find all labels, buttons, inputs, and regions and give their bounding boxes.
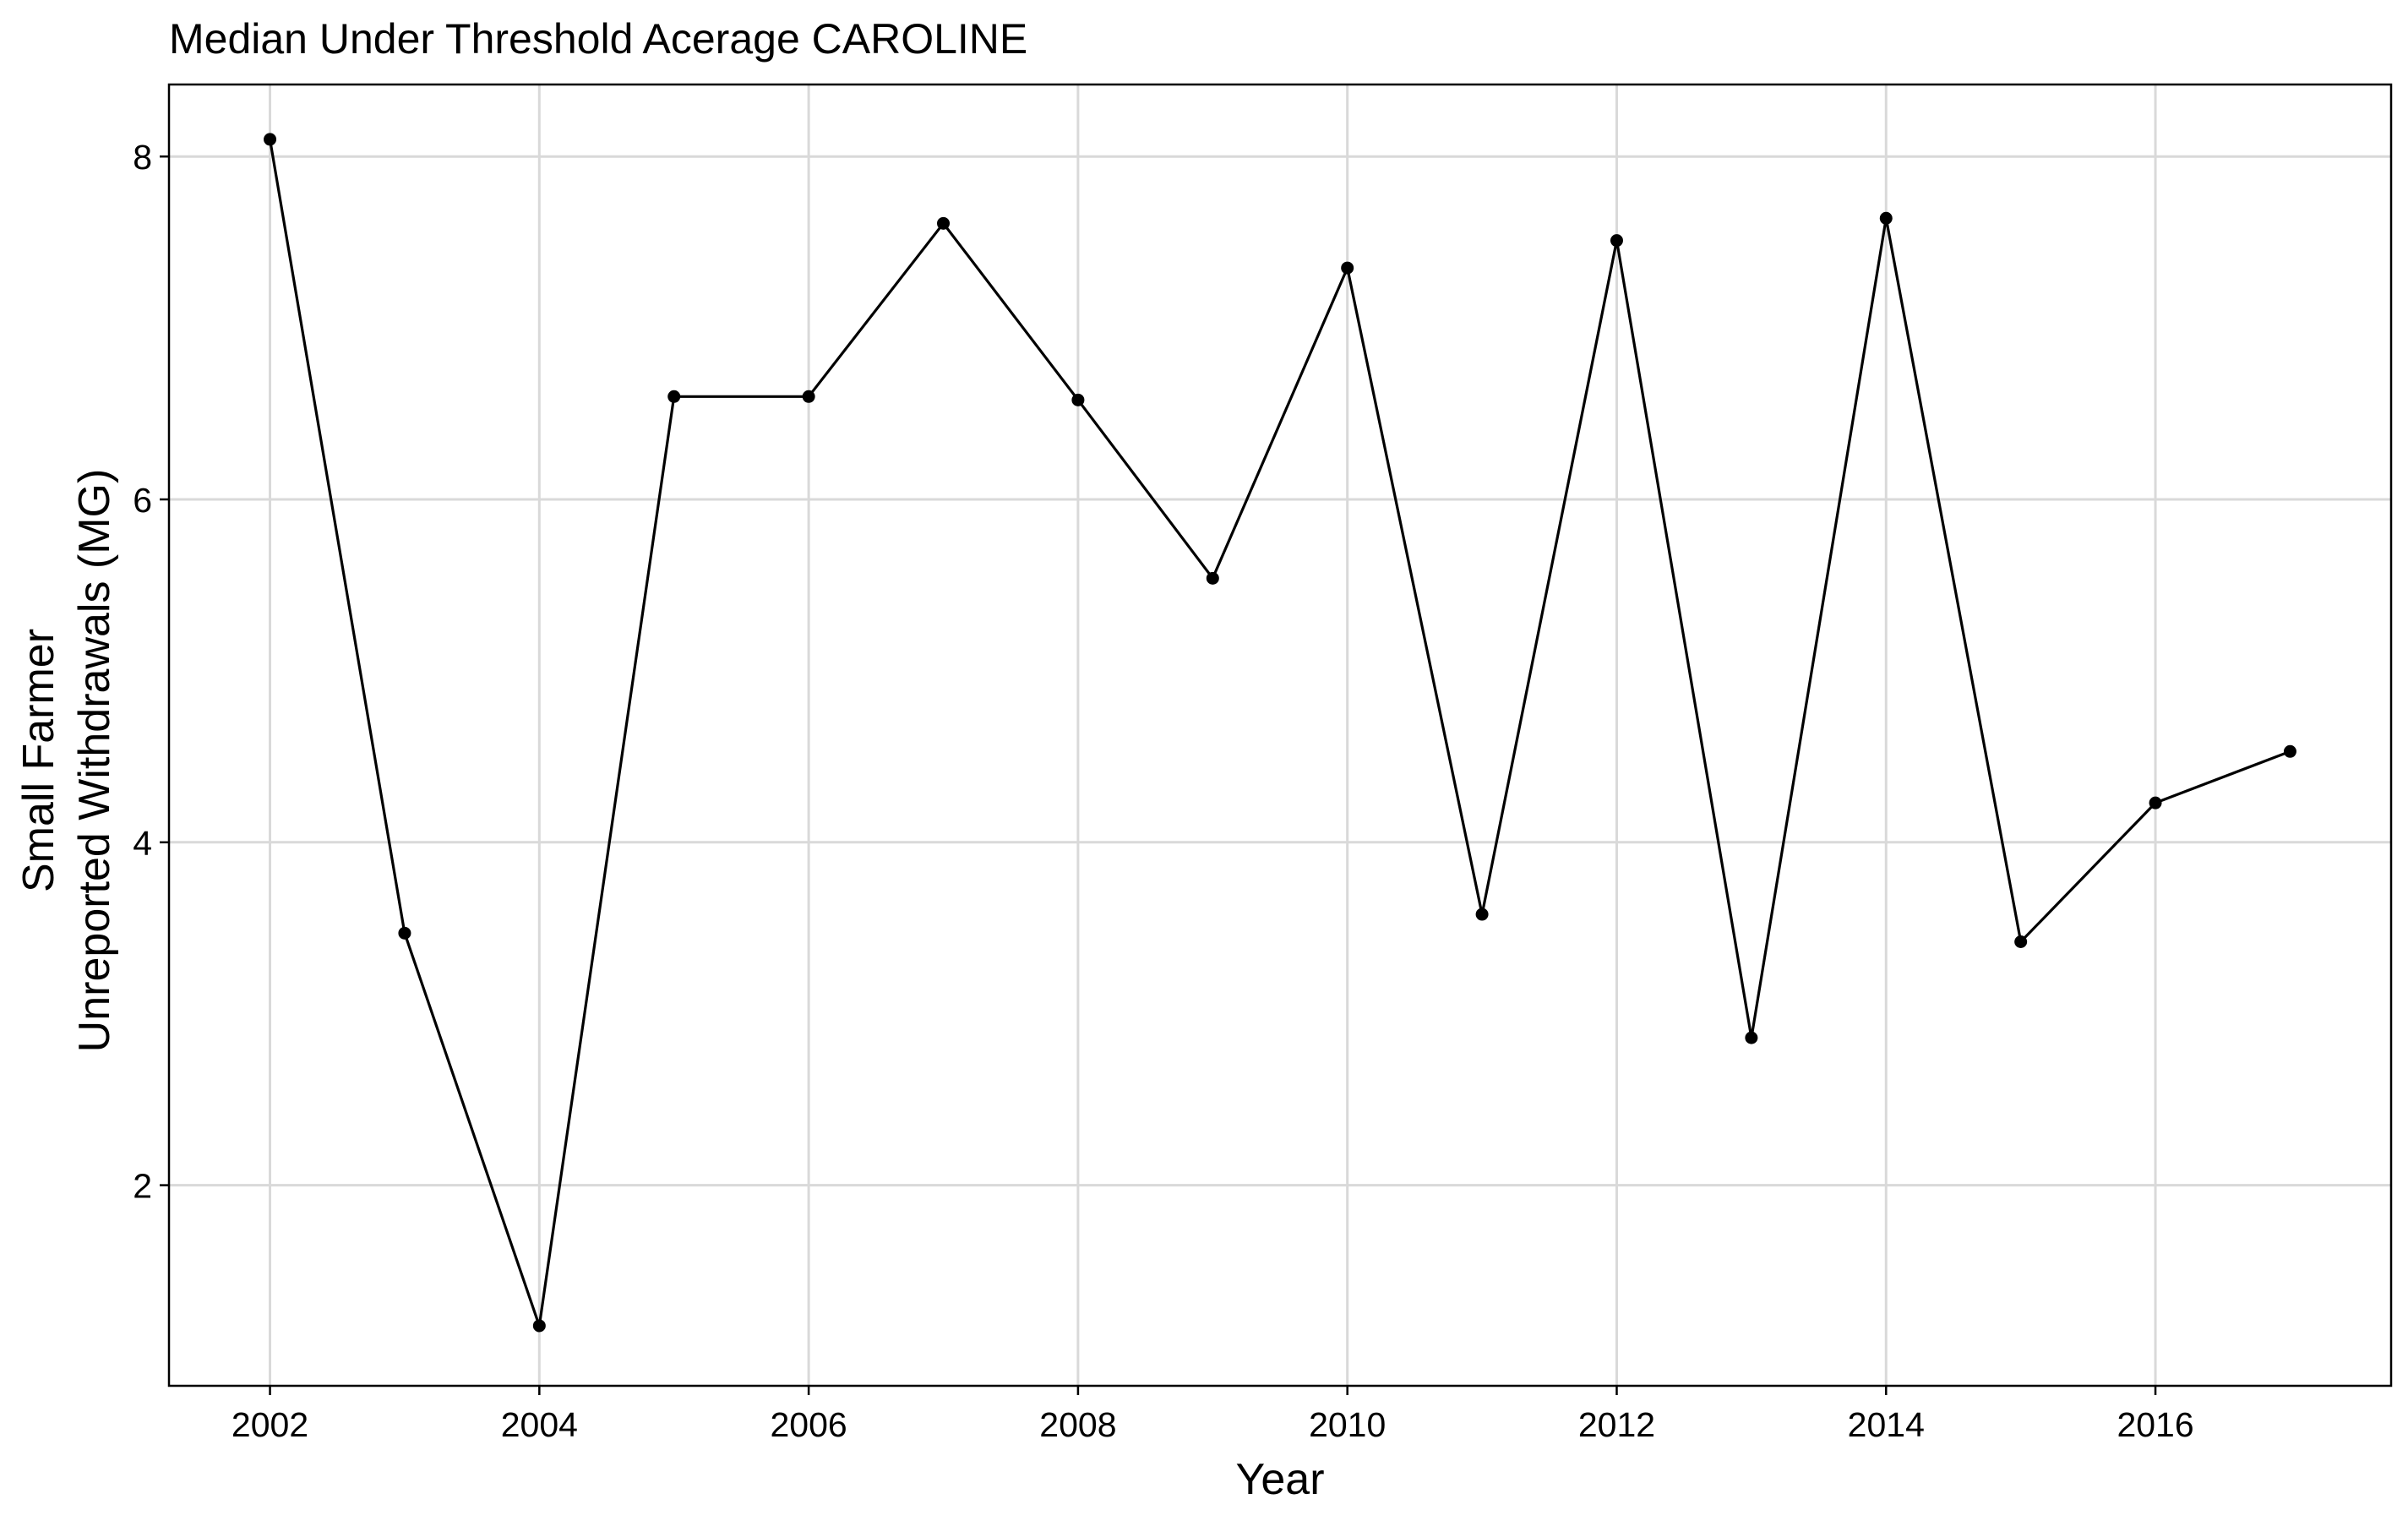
y-tick-label: 6 [133,481,152,520]
x-gridlines [269,84,2157,1386]
data-point [2283,744,2296,758]
y-tick-label: 8 [133,138,152,177]
plot-panel [169,84,2391,1386]
data-point [2149,796,2162,810]
x-tick-label: 2006 [771,1405,847,1444]
data-point [802,390,815,403]
y-tick-label: 2 [133,1167,152,1206]
x-tick-label: 2002 [232,1405,308,1444]
x-axis-title: Year [1235,1455,1324,1504]
x-tick-label: 2016 [2117,1405,2193,1444]
data-point [1610,234,1623,248]
data-point [1206,571,1219,585]
y-axis-title-line-1: Small Farmer [14,629,63,892]
data-point [264,133,277,146]
y-axis-title-line-2: Unreported Withdrawals (MG) [70,469,119,1053]
data-point [1475,908,1489,921]
x-tick-label: 2014 [1848,1405,1925,1444]
data-point [667,390,681,403]
y-axis: 2 4 6 8 [133,138,169,1206]
x-axis: 2002 2004 2006 2008 2010 2012 2014 2016 [232,1386,2194,1444]
data-point [532,1319,546,1333]
y-axis-title: Small Farmer Unreported Withdrawals (MG) [14,469,119,1053]
x-tick-label: 2004 [501,1405,578,1444]
y-tick-label: 4 [133,824,152,863]
data-point [1341,261,1354,275]
data-point [1879,211,1893,225]
data-point [1071,393,1085,406]
x-tick-label: 2012 [1578,1405,1655,1444]
plot-border [167,83,2393,1387]
chart-title: Median Under Threshold Acerage CAROLINE [169,15,1027,63]
data-point [937,216,951,230]
data-point [2014,935,2028,948]
series-lines [268,139,2291,1327]
x-tick-label: 2008 [1039,1405,1116,1444]
x-tick-label: 2010 [1309,1405,1386,1444]
series-line [268,139,2291,1327]
data-point [1745,1031,1758,1044]
series-points [264,133,2296,1333]
data-point [398,926,411,940]
